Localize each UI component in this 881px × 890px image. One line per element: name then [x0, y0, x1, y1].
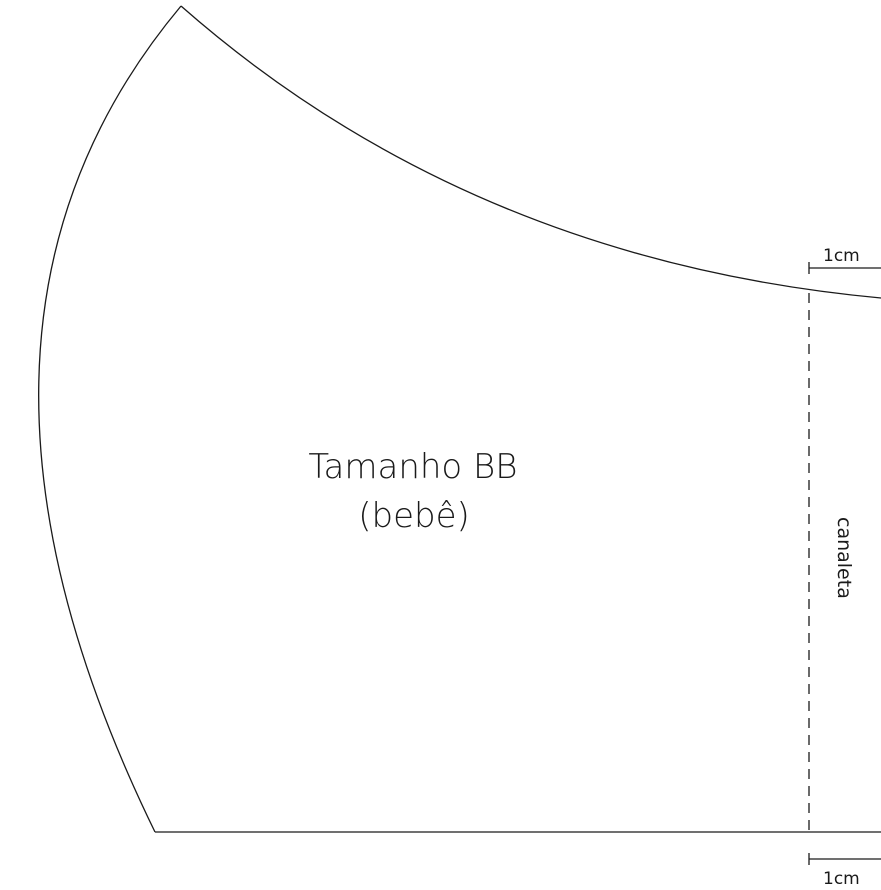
bottom-margin-marker [808, 853, 881, 865]
pattern-size-subtitle: (bebê) [358, 496, 470, 536]
channel-label: canaleta [833, 517, 855, 599]
top-margin-marker [808, 262, 881, 274]
pattern-top-curve [180, 5, 881, 299]
pattern-size-title: Tamanho BB [308, 447, 517, 487]
top-margin-label: 1cm [823, 246, 860, 266]
bottom-margin-label: 1cm [823, 869, 860, 889]
pattern-left-curve [38, 5, 182, 833]
